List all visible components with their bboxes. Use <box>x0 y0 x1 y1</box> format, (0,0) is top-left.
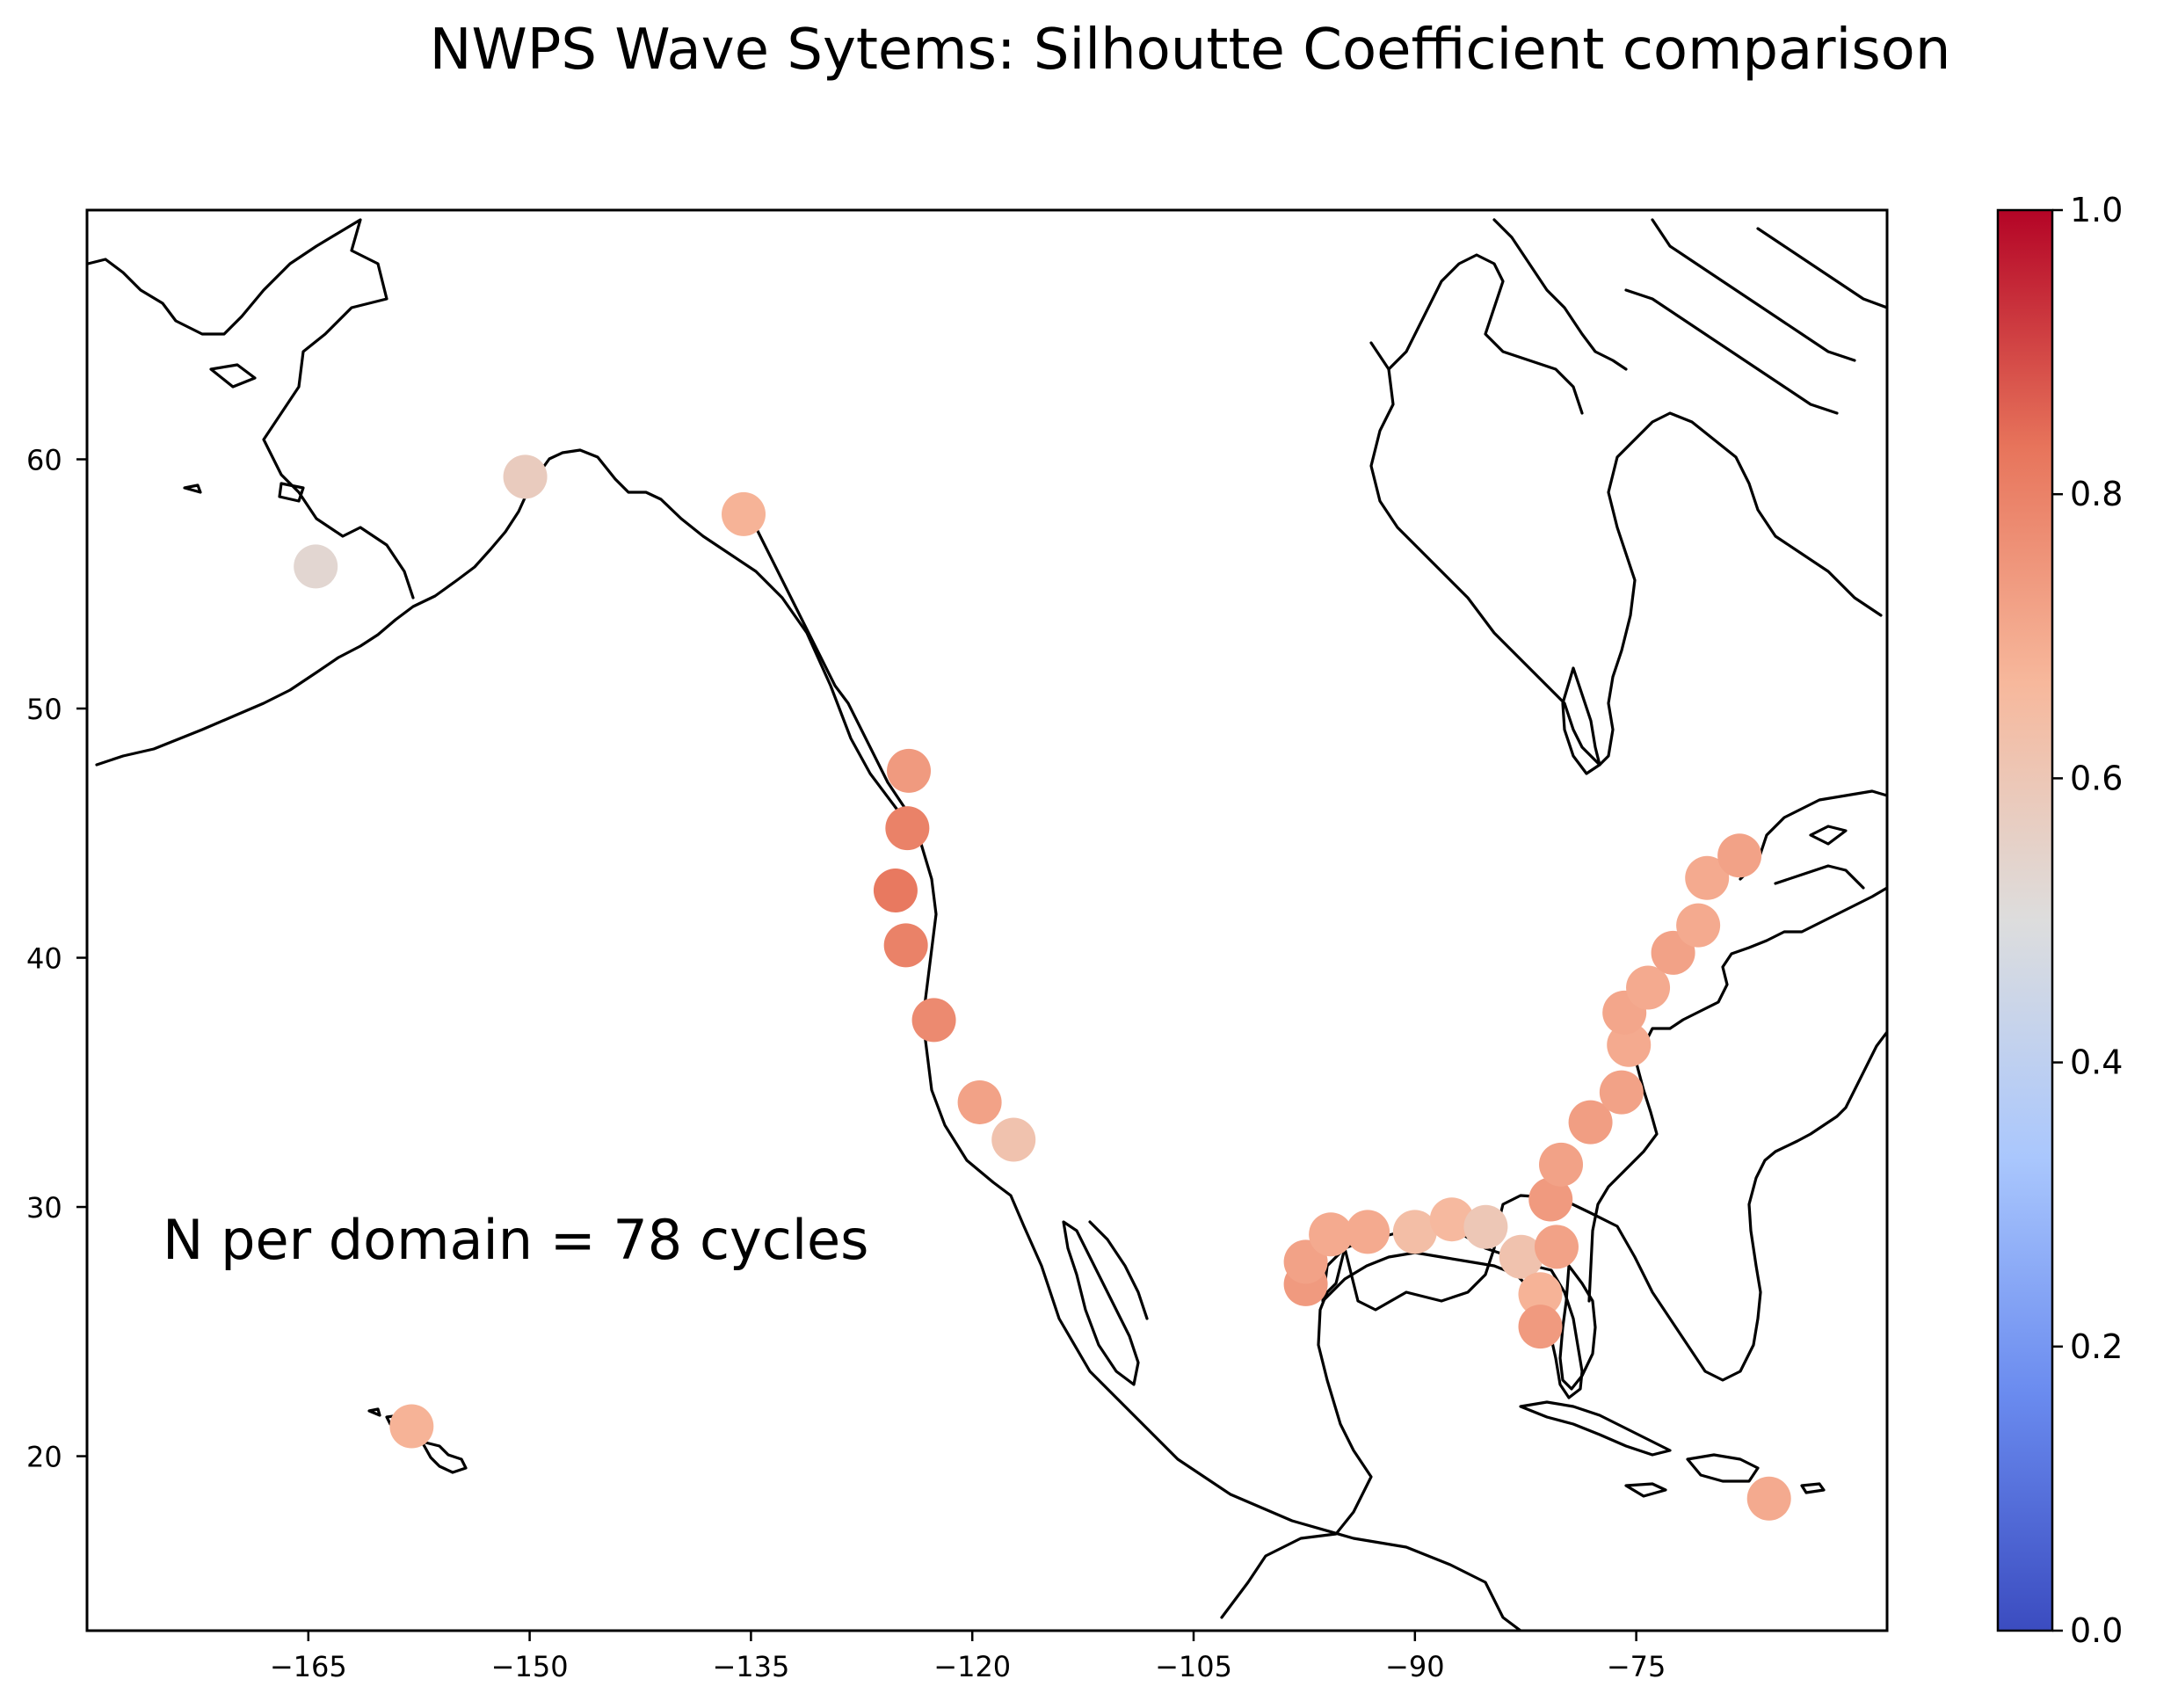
colorbar-tick-label: 0.2 <box>2070 1327 2123 1366</box>
station-point <box>1346 1210 1390 1254</box>
colorbar-gradient <box>1996 208 2054 1632</box>
map-axes: −165 −150 −135 −120 −105 −90 −75 20 30 40 50 60 N … <box>26 208 1889 1683</box>
annotation-text: N per domain = 78 cycles <box>163 1208 869 1272</box>
y-tick-label: 40 <box>26 942 62 976</box>
station-point <box>1676 903 1721 948</box>
coastline-florida <box>1558 1264 1597 1391</box>
y-tick-label: 20 <box>26 1441 62 1474</box>
map-background <box>87 210 1887 1631</box>
station-point <box>1518 1272 1563 1317</box>
station-point <box>1528 1177 1573 1222</box>
x-tick-label: −135 <box>712 1650 789 1683</box>
y-tick-label: 60 <box>26 444 62 477</box>
colorbar-tick-label: 0.6 <box>2070 759 2123 797</box>
station-point <box>991 1117 1036 1162</box>
x-tick-label: −150 <box>491 1650 569 1683</box>
coastline-alaska-west <box>87 218 415 600</box>
colorbar-tick-label: 0.8 <box>2070 475 2123 513</box>
x-tick-label: −90 <box>1385 1650 1445 1683</box>
station-point <box>1539 1142 1584 1187</box>
station-point <box>911 998 956 1043</box>
coastline-arctic-islands <box>1492 218 1887 415</box>
station-point <box>1717 833 1762 878</box>
station-point <box>503 454 548 499</box>
station-point <box>294 544 338 589</box>
x-tick-label: −105 <box>1155 1650 1232 1683</box>
station-point <box>957 1079 1002 1124</box>
figure-title: NWPS Wave Sytems: Silhoutte Coefficient … <box>429 18 1951 83</box>
y-axis-ticks: 20 30 40 50 60 <box>26 444 87 1474</box>
coastline-hudson-bay <box>1369 341 1883 767</box>
coastline-cuba <box>1519 1400 1672 1457</box>
coastline-hudson-bay-north <box>1387 253 1584 415</box>
coastline-baja-california <box>1062 1220 1149 1386</box>
map-frame <box>85 208 1889 1632</box>
station-point <box>1499 1234 1543 1279</box>
station-point <box>1309 1212 1354 1257</box>
station-point <box>1534 1225 1579 1269</box>
coastline-bering-islands <box>183 363 305 503</box>
coastline-hispaniola <box>1624 1453 1826 1498</box>
y-tick-label: 30 <box>26 1191 62 1225</box>
x-tick-label: −165 <box>270 1650 347 1683</box>
station-point <box>1518 1305 1563 1349</box>
station-point <box>887 748 932 793</box>
coastline-james-bay <box>1561 666 1601 775</box>
colorbar: 0.0 0.2 0.4 0.6 0.8 1.0 <box>1996 191 2123 1650</box>
station-point <box>722 491 766 536</box>
colorbar-tick-label: 0.4 <box>2070 1043 2123 1082</box>
colorbar-tick-label: 0.0 <box>2070 1611 2123 1650</box>
data-points <box>294 454 1791 1521</box>
coastline-gulf-atlantic <box>1220 1029 1887 1619</box>
station-point <box>1626 965 1671 1010</box>
coastlines <box>87 218 1887 1631</box>
colorbar-ticks: 0.0 0.2 0.4 0.6 0.8 1.0 <box>2052 191 2123 1650</box>
y-tick-label: 50 <box>26 693 62 726</box>
station-point <box>1599 1070 1644 1115</box>
coastline-alaska-pacific <box>95 448 1522 1631</box>
x-axis-ticks: −165 −150 −135 −120 −105 −90 −75 <box>270 1631 1666 1683</box>
station-point <box>1746 1476 1791 1521</box>
station-point <box>885 806 930 851</box>
station-point <box>1392 1210 1437 1254</box>
station-point <box>1607 1022 1652 1067</box>
station-point <box>873 868 918 912</box>
x-tick-label: −75 <box>1607 1650 1666 1683</box>
station-point <box>1685 855 1730 900</box>
x-tick-label: −120 <box>933 1650 1011 1683</box>
colorbar-tick-label: 1.0 <box>2070 191 2123 229</box>
coastline-atlantic-east <box>1587 886 1887 1303</box>
station-point <box>1463 1204 1508 1249</box>
station-point <box>1429 1197 1474 1242</box>
station-point <box>1568 1100 1613 1145</box>
station-point <box>883 923 928 968</box>
coastline-alaska-panhandle <box>737 508 920 837</box>
station-point <box>389 1404 434 1449</box>
